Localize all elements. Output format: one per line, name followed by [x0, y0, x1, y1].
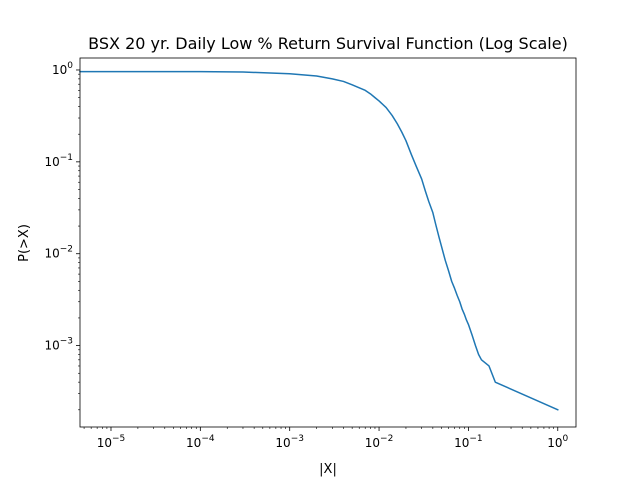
y-tick-base: 10 [44, 247, 59, 261]
x-tick-base: 10 [454, 436, 469, 450]
plot-background [80, 58, 576, 427]
y-tick-base: 10 [44, 339, 59, 353]
y-tick-exponent: −3 [60, 337, 73, 347]
y-tick-label: 10−1 [44, 153, 73, 169]
x-tick-label: 10−4 [186, 434, 215, 450]
y-tick-exponent: −1 [60, 153, 73, 163]
y-tick-exponent: 0 [67, 61, 73, 71]
x-tick-label: 100 [547, 434, 568, 450]
x-tick-label: 10−2 [365, 434, 394, 450]
plot-area [79, 57, 577, 428]
survival-curve-line [79, 70, 559, 411]
chart-title: BSX 20 yr. Daily Low % Return Survival F… [88, 34, 568, 53]
x-axis-ticks: 10−5 10−4 10−3 10−2 10−1 100 [83, 427, 569, 450]
x-tick-exponent: −5 [112, 434, 125, 444]
x-tick-base: 10 [275, 436, 290, 450]
y-tick-label: 10−3 [44, 337, 73, 353]
x-tick-label: 10−3 [275, 434, 304, 450]
y-tick-base: 10 [44, 155, 59, 169]
y-tick-base: 10 [52, 63, 67, 77]
x-tick-exponent: −2 [380, 434, 393, 444]
x-axis-label: |X| [319, 462, 337, 477]
x-tick-label: 10−1 [454, 434, 483, 450]
plot-frame [79, 57, 577, 428]
x-tick-exponent: −1 [469, 434, 482, 444]
y-axis-label: P(>X) [17, 224, 32, 262]
x-tick-exponent: 0 [563, 434, 569, 444]
x-tick-base: 10 [186, 436, 201, 450]
x-tick-base: 10 [547, 436, 562, 450]
x-tick-base: 10 [97, 436, 112, 450]
y-tick-exponent: −2 [60, 245, 73, 255]
x-tick-exponent: −4 [201, 434, 215, 444]
y-tick-label: 10−2 [44, 245, 73, 261]
x-tick-base: 10 [365, 436, 380, 450]
y-tick-label: 100 [52, 61, 73, 77]
x-tick-label: 10−5 [97, 434, 126, 450]
x-tick-exponent: −3 [291, 434, 304, 444]
